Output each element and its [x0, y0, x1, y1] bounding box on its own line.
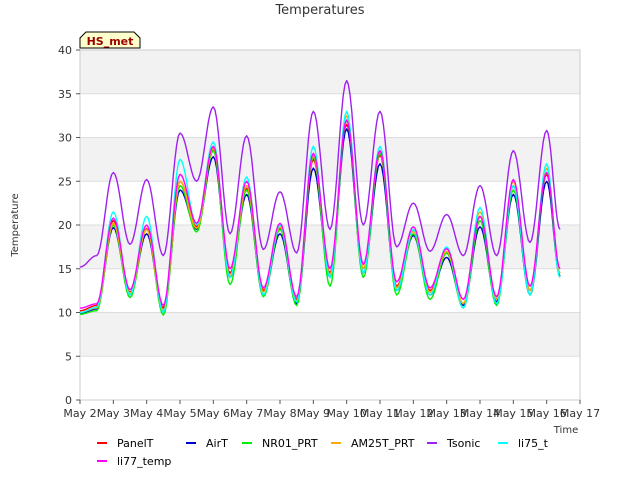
y-tick-label: 30 [58, 132, 72, 145]
y-tick-label: 5 [65, 350, 72, 363]
y-tick-label: 0 [65, 394, 72, 407]
series-lines [79, 79, 561, 316]
x-tick-label: May 6 [197, 407, 230, 420]
x-axis: May 2 May 3 May 4 May 5 May 6 May 7 May 8 May 9… [63, 400, 600, 420]
legend-label: AirT [206, 437, 228, 450]
y-tick-label: 15 [58, 263, 72, 276]
x-tick-label: May 5 [163, 407, 196, 420]
hs-met-tag: HS_met [79, 31, 141, 49]
x-tick-label: May 11 [360, 407, 400, 420]
band-5-10 [80, 312, 580, 357]
y-tick-label: 25 [58, 175, 72, 188]
x-tick-label: May 9 [297, 407, 330, 420]
x-tick-label: May 3 [97, 407, 130, 420]
x-tick-label: May 13 [427, 407, 467, 420]
x-tick-label: May 2 [63, 407, 96, 420]
series-line-tsonic [79, 79, 561, 268]
band-25-30 [80, 137, 580, 182]
tag-box [79, 31, 141, 49]
x-tick-label: May 12 [393, 407, 433, 420]
y-tick-label: 10 [58, 307, 72, 320]
y-tick-label: 35 [58, 88, 72, 101]
legend-label: li77_temp [117, 455, 171, 468]
legend-label: AM25T_PRT [351, 437, 415, 450]
x-tick-label: May 17 [560, 407, 600, 420]
x-tick-label: May 7 [230, 407, 263, 420]
y-axis-title: Temperature [10, 193, 21, 257]
series-line-li77-temp [79, 119, 561, 309]
x-axis-title: Time [553, 425, 578, 436]
legend-label: li75_t [518, 437, 549, 450]
band-35-40 [80, 50, 580, 94]
legend-label: NR01_PRT [262, 437, 318, 450]
x-tick-label: May 10 [327, 407, 367, 420]
legend-label: Tsonic [446, 437, 480, 450]
background-bands [80, 50, 580, 357]
band-15-20 [80, 225, 580, 269]
x-tick-label: May 4 [130, 407, 163, 420]
legend-label: PanelT [117, 437, 154, 450]
y-tick-label: 20 [58, 219, 72, 232]
x-tick-label: May 8 [263, 407, 296, 420]
chart-title: Temperatures [274, 3, 364, 18]
y-axis: 0 5 10 15 20 25 30 35 40 [58, 44, 80, 407]
y-tick-label: 40 [58, 44, 72, 57]
x-tick-label: May 16 [527, 407, 567, 420]
tag-label: HS_met [87, 35, 134, 48]
x-tick-label: May 14 [460, 407, 500, 420]
legend: PanelT AirT NR01_PRT AM25T_PRT Tsonic li75_tl… [97, 437, 549, 468]
x-tick-label: May 15 [493, 407, 533, 420]
